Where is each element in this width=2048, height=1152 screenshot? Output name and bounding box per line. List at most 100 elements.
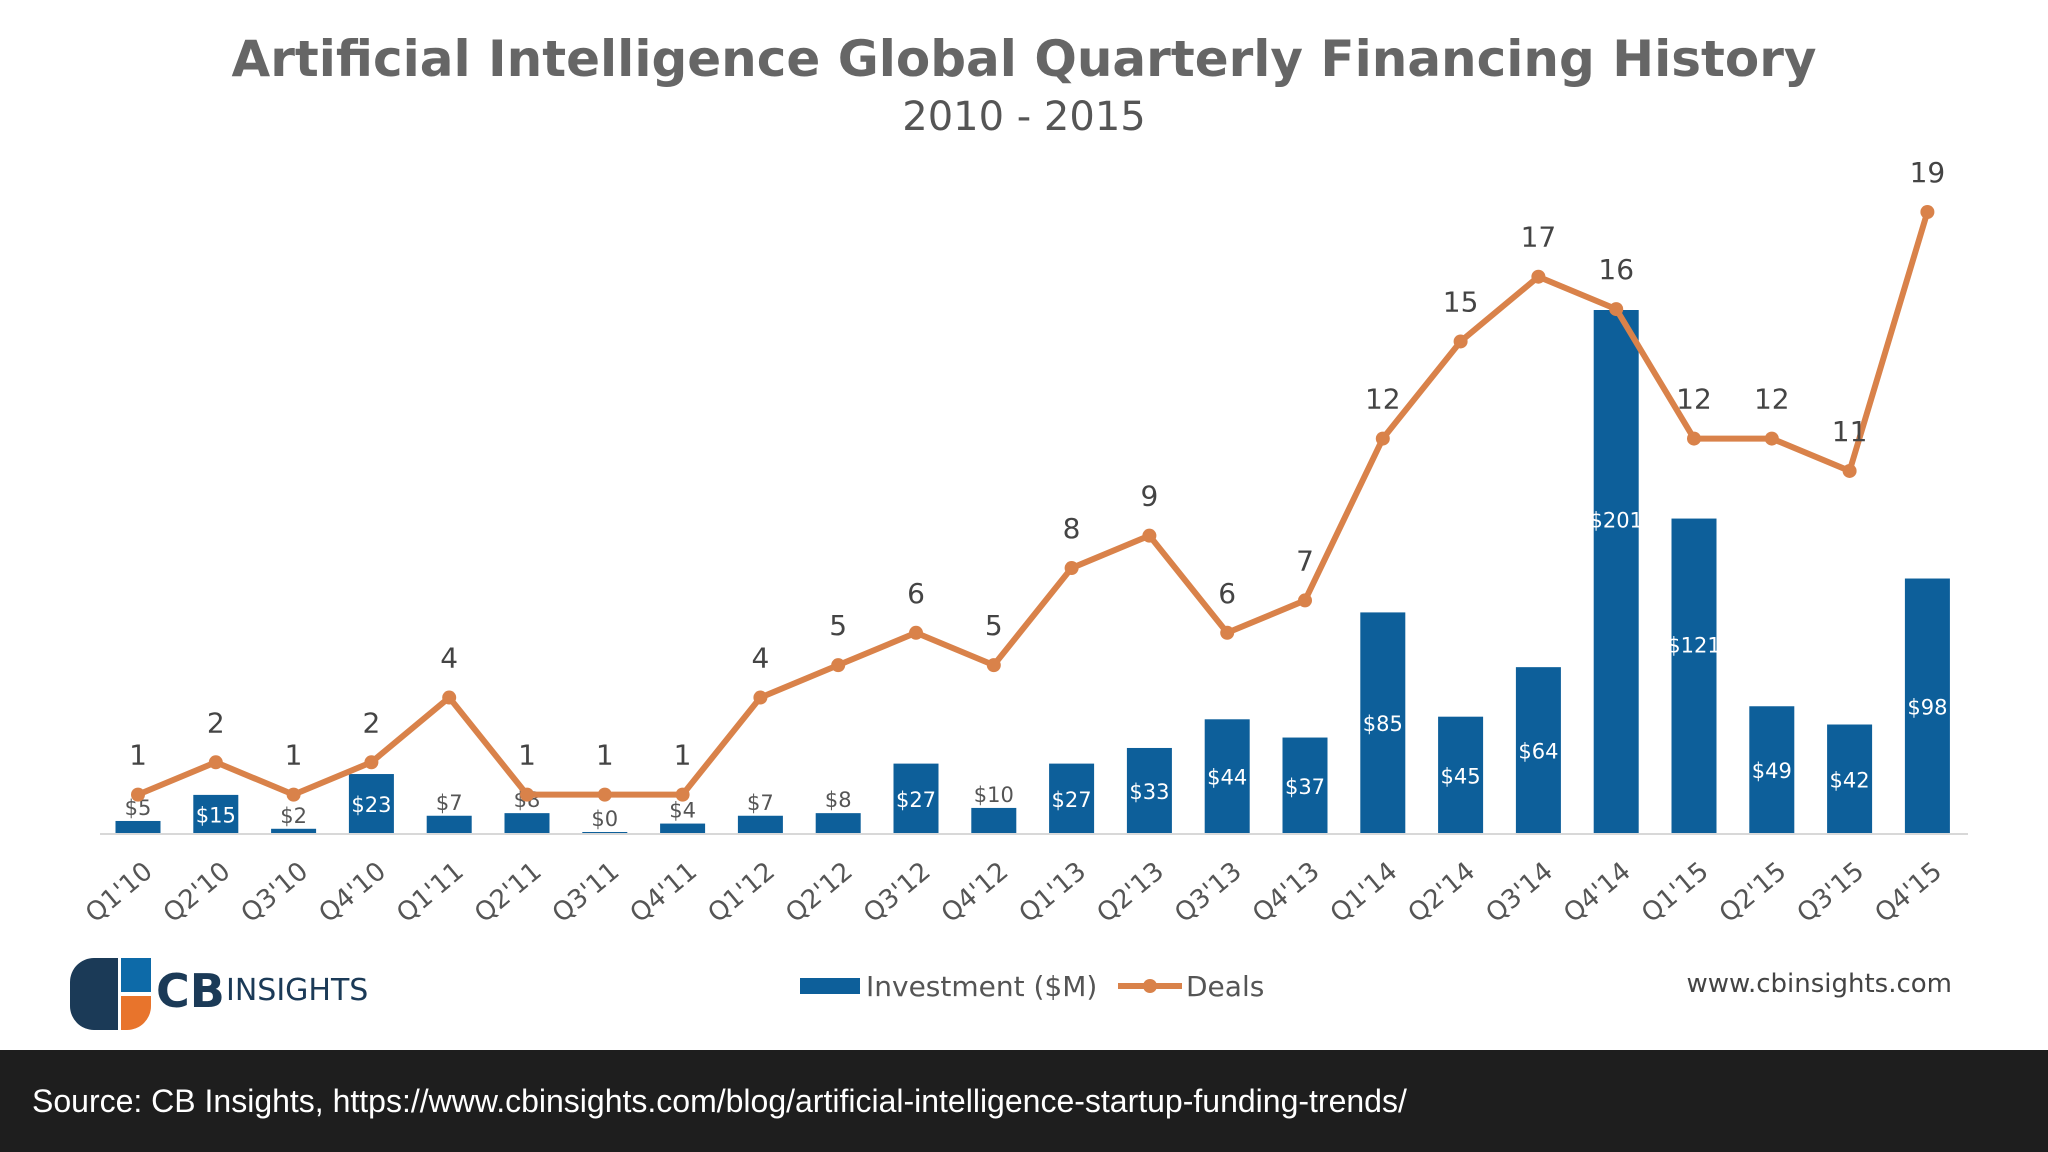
bar-13 xyxy=(1049,763,1095,834)
deal-value-label: 5 xyxy=(985,609,1003,642)
deal-point xyxy=(442,690,457,705)
deal-value-label: 17 xyxy=(1521,221,1557,254)
legend-deals-label: Deals xyxy=(1186,970,1264,1003)
x-tick-label: Q4'13 xyxy=(1247,856,1325,929)
deals-line xyxy=(136,211,1931,798)
deal-point xyxy=(1375,431,1390,446)
deal-value-label: 1 xyxy=(596,739,614,772)
source-text: Source: CB Insights, https://www.cbinsig… xyxy=(32,1082,1407,1119)
bar-value-label: $49 xyxy=(1752,759,1792,783)
deal-point xyxy=(1453,334,1468,349)
legend-deals-marker xyxy=(1143,979,1157,993)
deal-value-label: 8 xyxy=(1063,512,1081,545)
bar-value-label: $45 xyxy=(1441,764,1481,788)
x-tick-label: Q1'15 xyxy=(1636,856,1714,929)
bar-20 xyxy=(1593,310,1639,834)
deal-value-label: 1 xyxy=(518,739,536,772)
deal-point xyxy=(1764,431,1779,446)
bar-value-label: $4 xyxy=(669,799,696,823)
x-tick-label: Q3'10 xyxy=(236,856,314,929)
bar-value-label: $23 xyxy=(351,793,391,817)
deal-value-label: 12 xyxy=(1365,383,1401,416)
bar-value-label: $8 xyxy=(825,788,852,812)
bar-value-label: $33 xyxy=(1129,780,1169,804)
deal-point xyxy=(753,690,768,705)
deal-value-label: 1 xyxy=(285,739,303,772)
bar-1 xyxy=(115,820,161,834)
deal-point xyxy=(1064,561,1079,576)
legend-investment-label: Investment ($M) xyxy=(866,970,1097,1003)
x-tick-label: Q3'12 xyxy=(858,856,936,929)
bar-value-label: $121 xyxy=(1667,634,1720,658)
deal-point xyxy=(909,625,923,640)
x-tick-label: Q2'15 xyxy=(1714,856,1792,929)
deal-value-label: 15 xyxy=(1443,285,1479,318)
cb-insights-logo: CB INSIGHTS xyxy=(70,958,368,1030)
x-tick-label: Q4'10 xyxy=(313,856,391,929)
x-tick-label: Q4'12 xyxy=(936,856,1014,929)
deal-value-label: 2 xyxy=(362,706,380,739)
deal-value-label: 4 xyxy=(440,642,458,675)
x-tick-label: Q4'11 xyxy=(625,856,703,929)
logo-cb-text: CB xyxy=(156,964,225,1018)
bar-4 xyxy=(348,774,394,834)
bar-10 xyxy=(815,813,861,834)
logo-insights-text: INSIGHTS xyxy=(226,973,368,1008)
deal-value-label: 1 xyxy=(674,739,692,772)
deal-point xyxy=(1220,625,1235,640)
deal-value-label: 6 xyxy=(1218,577,1236,610)
x-tick-label: Q1'11 xyxy=(391,856,469,929)
legend-investment-swatch xyxy=(800,978,860,994)
x-tick-label: Q1'12 xyxy=(702,856,780,929)
bar-22 xyxy=(1749,706,1795,834)
bar-23 xyxy=(1827,724,1873,834)
deal-value-label: 19 xyxy=(1910,156,1946,189)
deal-point xyxy=(986,658,1001,673)
bar-11 xyxy=(893,763,939,834)
bar-value-label: $201 xyxy=(1589,509,1642,533)
bar-value-label: $10 xyxy=(974,783,1014,807)
deal-value-label: 1 xyxy=(129,739,147,772)
x-tick-label: Q1'10 xyxy=(80,856,158,929)
bar-5 xyxy=(426,815,472,834)
x-tick-label: Q3'14 xyxy=(1480,856,1558,929)
deal-value-label: 5 xyxy=(829,609,847,642)
deal-value-label: 11 xyxy=(1832,415,1868,448)
deal-point xyxy=(675,787,690,802)
deal-point xyxy=(1920,205,1935,219)
deal-value-label: 16 xyxy=(1598,253,1634,286)
bar-value-label: $37 xyxy=(1285,775,1325,799)
x-tick-label: Q4'15 xyxy=(1869,856,1947,929)
deal-point xyxy=(1298,593,1312,608)
bar-value-label: $44 xyxy=(1207,766,1247,790)
bar-value-label: $98 xyxy=(1907,695,1947,719)
deal-point xyxy=(597,787,612,802)
bar-2 xyxy=(193,794,239,834)
x-tick-label: Q2'10 xyxy=(158,856,236,929)
deal-value-label: 2 xyxy=(207,706,225,739)
x-tick-label: Q3'11 xyxy=(547,856,625,929)
bar-24 xyxy=(1904,578,1950,834)
cb-logo-mark-icon xyxy=(70,958,151,1030)
x-tick-label: Q4'14 xyxy=(1558,856,1636,929)
bar-21 xyxy=(1671,518,1717,834)
deal-point xyxy=(831,658,846,673)
bar-12 xyxy=(971,807,1017,834)
deal-point xyxy=(1842,463,1857,478)
deal-value-label: 12 xyxy=(1754,383,1790,416)
x-tick-label: Q3'13 xyxy=(1169,856,1247,929)
bar-17 xyxy=(1360,612,1406,834)
bar-value-label: $7 xyxy=(747,791,774,815)
deal-value-label: 12 xyxy=(1676,383,1712,416)
deal-point xyxy=(520,787,534,802)
deal-value-label: 6 xyxy=(907,577,925,610)
bar-6 xyxy=(504,813,550,834)
x-tick-label: Q2'14 xyxy=(1403,856,1481,929)
bar-value-label: $15 xyxy=(196,803,236,827)
investment-labels: $5$15$2$23$7$8$0$4$7$8$27$10$27$33$44$37… xyxy=(125,509,1948,831)
bar-value-label: $42 xyxy=(1830,768,1870,792)
bar-3 xyxy=(271,828,317,834)
bar-18 xyxy=(1438,716,1484,834)
deal-value-label: 4 xyxy=(751,642,769,675)
